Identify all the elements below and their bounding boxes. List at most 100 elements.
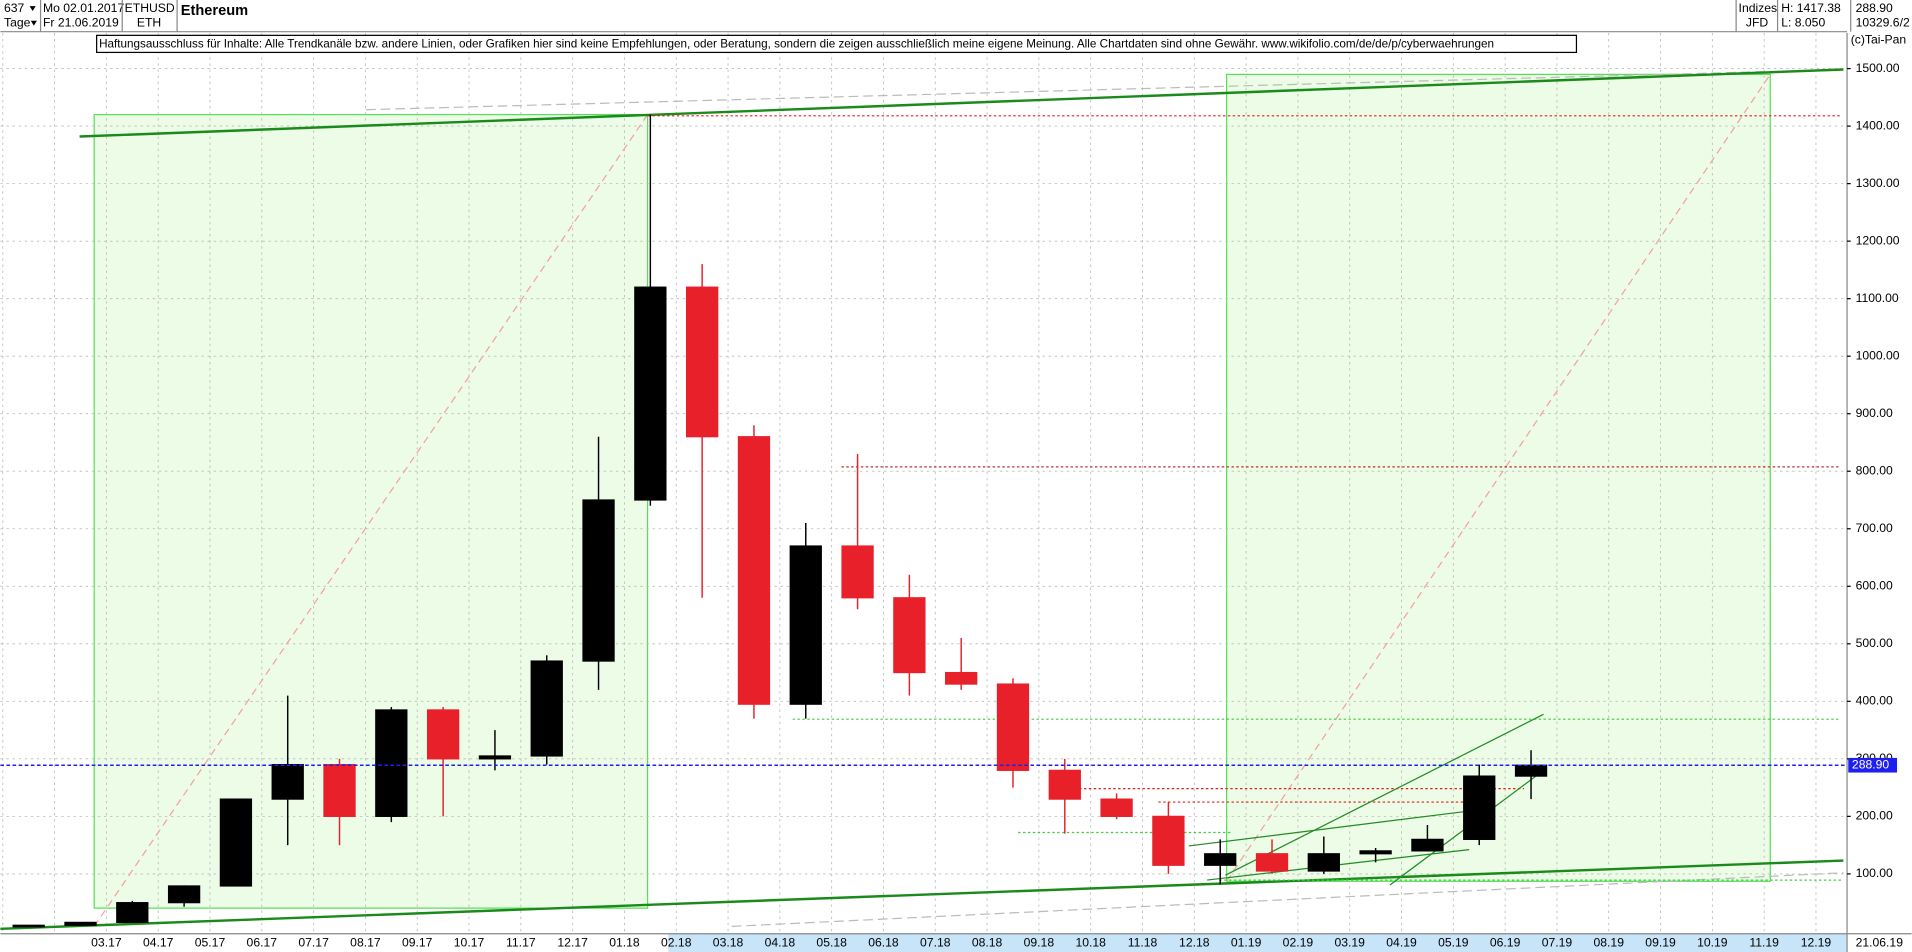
candle-body [1514,764,1548,777]
x-tick-label: 04.19 [1386,936,1417,950]
x-tick-label: 07.17 [298,936,329,950]
x-tick-label: 08.18 [972,936,1003,950]
x-tick-label: 06.17 [247,936,278,950]
broker: JFD [1746,15,1769,29]
x-tick-label: 02.19 [1283,936,1314,950]
y-tick-label: 500.00 [1856,636,1893,650]
x-tick-label: 09.18 [1024,936,1055,950]
y-tick-label: 600.00 [1856,578,1893,592]
bar-count: 637 [4,1,25,15]
candle-body [323,763,356,817]
candle-body [737,436,771,705]
last-price-label: 288.90 [1852,757,1889,771]
y-tick-label: 100.00 [1856,866,1893,880]
x-tick-label: 04.18 [765,936,796,950]
candle-body [634,286,667,501]
copyright: (c)Tai-Pan [1851,32,1906,46]
x-tick-label: 10.18 [1075,936,1106,950]
x-tick-label: 09.17 [402,936,433,950]
candle-body [789,545,822,705]
x-tick-label: 03.17 [91,936,122,950]
x-tick-label: 11.18 [1128,936,1158,950]
candle-body [841,545,874,599]
candle-body [12,924,45,928]
instrument-name[interactable]: Ethereum [181,3,248,19]
x-tick-label: 11.19 [1749,936,1779,950]
x-tick-label: 12.17 [557,936,588,950]
candle-body [893,597,926,674]
x-tick-label: 01.19 [1231,936,1262,950]
candle-body [1255,853,1289,872]
x-tick-label: 03.19 [1334,936,1365,950]
y-tick-label: 800.00 [1856,463,1893,477]
candle-body [1100,798,1133,817]
y-tick-label: 1400.00 [1856,118,1900,132]
candle-body [219,798,253,887]
candle-body [375,709,408,817]
candle-body [271,763,304,800]
volume: 10329.6/2 [1856,15,1910,29]
symbol: ETHUSD [125,1,175,15]
candle-body [167,885,201,904]
x-tick-label: 07.18 [920,936,951,950]
x-tick-label: 05.18 [816,936,847,950]
x-tick-label: 02.18 [661,936,692,950]
last-price-tag [1848,757,1898,773]
last-price: 288.90 [1856,1,1893,15]
y-tick-label: 1500.00 [1856,61,1900,75]
y-tick-label: 1100.00 [1856,291,1899,305]
axes: 100.00200.00300.00400.00500.00600.00700.… [0,32,1912,952]
candle-body [64,921,97,926]
x-tick-label: 11.17 [506,936,536,950]
candle-body [478,755,512,760]
y-tick-label: 900.00 [1856,406,1893,420]
candle-body [1152,815,1185,866]
candle-body [1411,838,1444,852]
x-tick-label: 06.19 [1490,936,1521,950]
x-tick-label: 08.19 [1594,936,1625,950]
y-tick-label: 700.00 [1856,521,1893,535]
currency: ETH [137,15,161,29]
x-tick-label: 10.19 [1697,936,1728,950]
candle-body [116,902,149,923]
x-tick-label: 12.19 [1801,936,1832,950]
y-tick-label: 1000.00 [1856,348,1900,362]
x-tick-label: 07.19 [1542,936,1573,950]
y-tick-label: 400.00 [1856,694,1893,708]
high: H: 1417.38 [1781,1,1841,15]
low: L: 8.050 [1781,15,1825,29]
x-tick-label: 04.17 [143,936,174,950]
start-date: Mo 02.01.2017 [43,1,124,15]
y-tick-label: 1200.00 [1856,233,1900,247]
candle-body [1204,853,1237,866]
disclaimer: Haftungsausschluss für Inhalte: Alle Tre… [99,38,1494,51]
x-tick-label: 08.17 [350,936,381,950]
candle-body [945,671,978,685]
header: 637 Mo 02.01.2017 ETHUSD Ethereum Tage F… [0,0,1912,54]
candle-body [426,709,460,760]
x-tick-label: 03.18 [713,936,744,950]
end-date: Fr 21.06.2019 [43,15,119,29]
candle-body [1307,853,1340,872]
x-end-label: 21.06.19 [1856,936,1904,950]
x-tick-label: 05.19 [1438,936,1469,950]
drawings [0,68,1844,931]
y-tick-label: 1300.00 [1856,176,1900,190]
candle-body [1359,850,1392,855]
x-tick-label: 12.18 [1179,936,1210,950]
candle-body [1048,769,1081,800]
candle-body [1463,775,1496,840]
drawings-background [93,73,1771,909]
candle-body [582,499,615,662]
x-tick-label: 06.18 [868,936,899,950]
x-tick-label: 05.17 [195,936,226,950]
period[interactable]: Tage [4,15,31,29]
market: Indizes [1739,1,1778,15]
x-tick-label: 10.17 [454,936,485,950]
x-tick-label: 01.18 [609,936,640,950]
x-tick-label: 09.19 [1645,936,1676,950]
candle-body [530,660,563,757]
candle-body [996,683,1030,771]
candle-body [686,286,719,438]
